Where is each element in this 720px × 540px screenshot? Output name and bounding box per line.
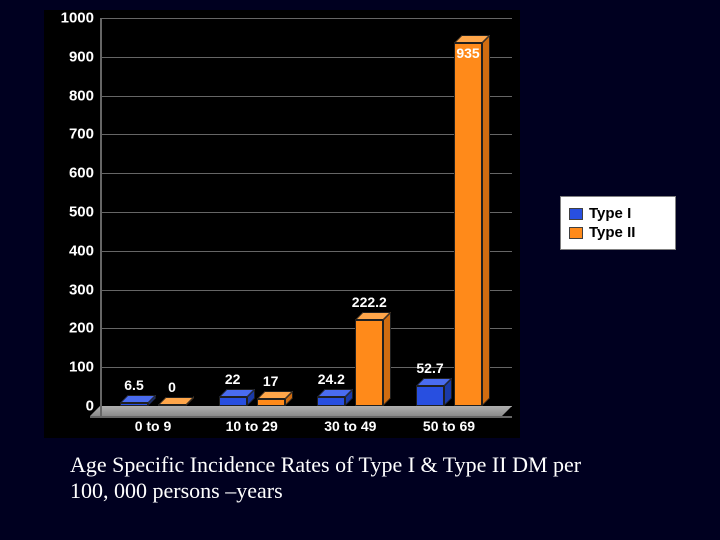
legend-item-type1: Type I: [569, 205, 667, 222]
legend: Type I Type II: [560, 196, 676, 250]
gridline: [100, 96, 512, 97]
y-tick-label: 800: [69, 87, 94, 104]
y-tick-label: 1000: [61, 10, 94, 27]
y-tick-label: 500: [69, 204, 94, 221]
y-axis: 01002003004005006007008009001000: [44, 10, 100, 406]
bar-value-label: 52.7: [416, 360, 443, 376]
bar-value-label: 6.5: [124, 377, 143, 393]
gridline: [100, 212, 512, 213]
bar-typeii-2: 222.2: [355, 320, 383, 406]
y-tick-label: 200: [69, 320, 94, 337]
y-tick-label: 900: [69, 48, 94, 65]
plot-area: 6.5 0 22 17 24.2 222.2 52.7 935: [100, 18, 512, 406]
y-tick-label: 700: [69, 126, 94, 143]
chart-floor: [90, 406, 512, 416]
chart-container: 0 100 200 300 400 500 600 700 800 900 1000 6.5 0 22 1…: [44, 10, 520, 438]
bar-typeii-3: 935: [454, 43, 482, 406]
x-axis-labels: 0 to 9 10 to 29 30 to 49 50 to 69: [100, 416, 512, 438]
bar-value-label: 222.2: [352, 294, 387, 310]
bar-value-label: 24.2: [318, 371, 345, 387]
bar-value-label: 0: [168, 379, 176, 395]
bar-value-label: 17: [263, 373, 279, 389]
y-tick-label: 300: [69, 281, 94, 298]
slide: 0 100 200 300 400 500 600 700 800 900 1000 6.5 0 22 1…: [0, 0, 720, 540]
legend-swatch-type2: [569, 227, 583, 239]
gridline: [100, 134, 512, 135]
y-tick-label: 400: [69, 242, 94, 259]
gridline: [100, 290, 512, 291]
caption: Age Specific Incidence Rates of Type I &…: [70, 452, 630, 504]
gridline: [100, 173, 512, 174]
caption-line1: Age Specific Incidence Rates of Type I &…: [70, 452, 581, 477]
bar-typei-2: 24.2: [317, 397, 345, 406]
gridline: [100, 367, 512, 368]
gridline: [100, 328, 512, 329]
bar-typeii-1: 17: [257, 399, 285, 406]
x-tick-label: 10 to 29: [226, 418, 278, 434]
bar-typei-1: 22: [219, 397, 247, 406]
y-tick-label: 600: [69, 165, 94, 182]
x-tick-label: 30 to 49: [324, 418, 376, 434]
legend-item-type2: Type II: [569, 224, 667, 241]
x-tick-label: 50 to 69: [423, 418, 475, 434]
y-tick-label: 100: [69, 359, 94, 376]
y-axis-line: [100, 18, 102, 416]
caption-line2: 100, 000 persons –years: [70, 478, 283, 503]
bar-value-label: 935: [456, 45, 479, 61]
gridline: [100, 57, 512, 58]
legend-label-type1: Type I: [589, 205, 631, 222]
gridline: [100, 251, 512, 252]
bar-value-label: 22: [225, 371, 241, 387]
legend-label-type2: Type II: [589, 224, 635, 241]
x-tick-label: 0 to 9: [135, 418, 172, 434]
gridline: [100, 18, 512, 19]
legend-swatch-type1: [569, 208, 583, 220]
bar-typei-3: 52.7: [416, 386, 444, 406]
